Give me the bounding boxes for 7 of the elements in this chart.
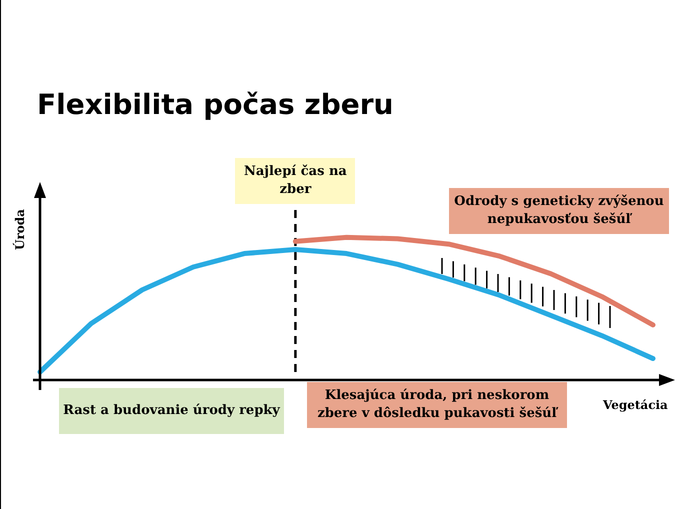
text: Najlepí čas na zber: [244, 164, 347, 197]
y-axis-title: Úroda: [13, 209, 27, 250]
text: Rast a budovanie úrody repky: [59, 388, 284, 434]
x-axis-title: Vegetácia: [603, 398, 668, 412]
text: Odrody s geneticky zvýšenou nepukavosťou šešúľ: [449, 188, 669, 234]
text: Klesajúca úroda, pri neskorom zbere v dôsledku pukavosti šešúľ: [307, 382, 567, 428]
chart-title: Flexibilita počas zberu: [37, 88, 394, 121]
